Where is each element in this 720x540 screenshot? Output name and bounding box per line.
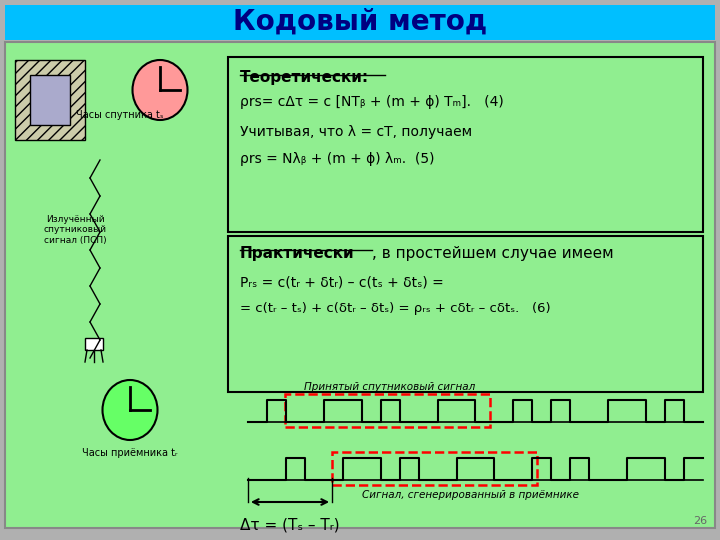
- Text: Pᵣₛ = c(tᵣ + δtᵣ) – c(tₛ + δtₛ) =: Pᵣₛ = c(tᵣ + δtᵣ) – c(tₛ + δtₛ) =: [240, 275, 444, 289]
- Bar: [228, 236, 703, 392]
- Ellipse shape: [102, 380, 158, 440]
- Ellipse shape: [132, 60, 187, 120]
- Text: ρrs = Nλᵦ + (m + ϕ) λₘ.  (5): ρrs = Nλᵦ + (m + ϕ) λₘ. (5): [240, 152, 434, 166]
- Text: ρrs= cΔτ = c [NTᵦ + (m + ϕ) Tₘ].   (4): ρrs= cΔτ = c [NTᵦ + (m + ϕ) Tₘ]. (4): [240, 95, 504, 109]
- Text: Излучённый
спутниковый
сигнал (ПСП): Излучённый спутниковый сигнал (ПСП): [43, 215, 107, 245]
- Bar: [30, 75, 70, 125]
- Text: , в простейшем случае имеем: , в простейшем случае имеем: [372, 246, 613, 261]
- Text: Учитывая, что λ = cT, получаем: Учитывая, что λ = cT, получаем: [240, 125, 472, 139]
- Bar: [5, 5, 715, 40]
- Bar: [332, 452, 537, 485]
- Text: Δτ = (Tₛ – Tᵣ): Δτ = (Tₛ – Tᵣ): [240, 518, 340, 533]
- Text: Принятый спутниковый сигнал: Принятый спутниковый сигнал: [305, 382, 476, 392]
- Bar: [285, 394, 490, 427]
- Text: = c(tᵣ – tₛ) + c(δtᵣ – δtₛ) = ρᵣₛ + cδtᵣ – cδtₛ.   (6): = c(tᵣ – tₛ) + c(δtᵣ – δtₛ) = ρᵣₛ + cδtᵣ…: [240, 302, 551, 315]
- Bar: [228, 57, 703, 232]
- Text: Практически: Практически: [240, 246, 355, 261]
- Text: Кодовый метод: Кодовый метод: [233, 8, 487, 36]
- Text: Часы приёмника tᵣ: Часы приёмника tᵣ: [82, 448, 178, 458]
- Text: Часы спутника tₛ: Часы спутника tₛ: [76, 110, 163, 120]
- Bar: [15, 60, 85, 140]
- Bar: [85, 338, 103, 350]
- Text: Сигнал, сгенерированный в приёмнике: Сигнал, сгенерированный в приёмнике: [361, 490, 578, 500]
- Text: Теоретически:: Теоретически:: [240, 70, 369, 85]
- Text: 26: 26: [693, 516, 707, 526]
